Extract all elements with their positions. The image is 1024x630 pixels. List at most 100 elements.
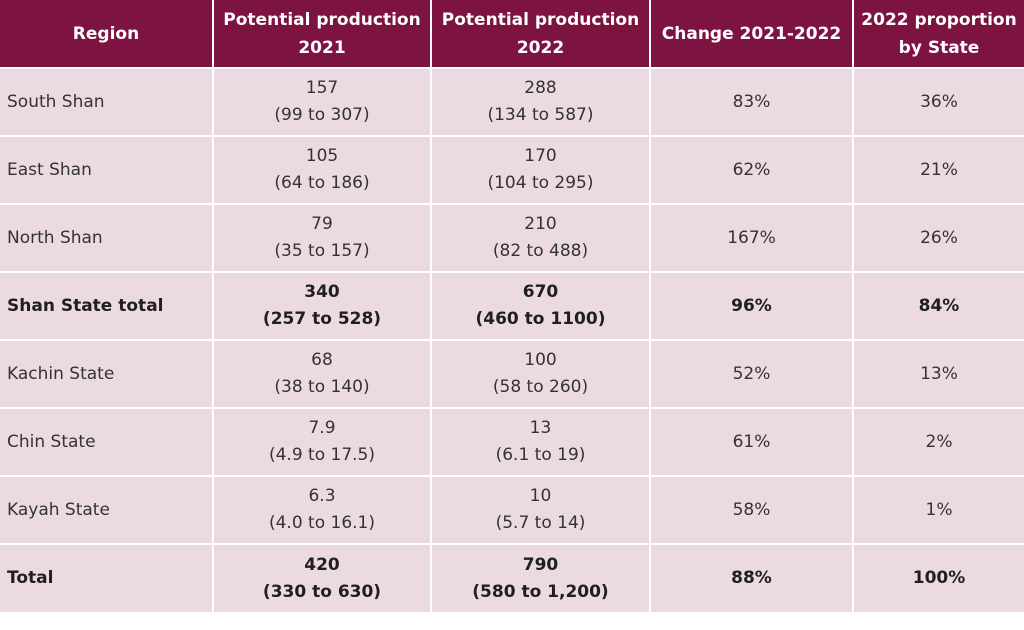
change-cell: 52% xyxy=(650,339,854,408)
production-2022-range: (104 to 295) xyxy=(487,173,594,193)
header-production-2022: Potential production 2022 xyxy=(431,0,651,68)
region-label: Chin State xyxy=(7,431,96,452)
production-2022-value: 10 xyxy=(529,486,552,506)
proportion-value: 84% xyxy=(918,295,960,316)
production-2022-value: 670 xyxy=(522,282,559,302)
production-2021-range: (257 to 528) xyxy=(262,309,382,329)
production-2021-value: 105 xyxy=(305,146,339,166)
table-row: Kachin State 68 (38 to 140) 100 (58 to 260) 5… xyxy=(0,339,1024,408)
production-2022-range: (58 to 260) xyxy=(492,377,589,397)
production-2021-value: 340 xyxy=(304,282,340,302)
production-2022-value: 170 xyxy=(524,146,557,166)
production-2022-cell: 210 (82 to 488) xyxy=(431,203,651,272)
change-value: 58% xyxy=(732,499,771,520)
header-change-label: Change 2021-2022 xyxy=(661,23,842,44)
production-2021-cell: 68 (38 to 140) xyxy=(213,339,432,408)
production-2022-cell: 10 (5.7 to 14) xyxy=(431,475,651,544)
region-label: North Shan xyxy=(7,227,103,248)
table-row: Chin State 7.9 (4.9 to 17.5) 13 (6.1 to 19) 6… xyxy=(0,407,1024,476)
production-2022-cell: 170 (104 to 295) xyxy=(431,135,651,204)
production-2022-range: (134 to 587) xyxy=(487,105,594,125)
production-2022-value: 100 xyxy=(524,350,557,370)
change-value: 83% xyxy=(732,91,771,112)
table-body: South Shan 157 (99 to 307) 288 (134 to 587) 8… xyxy=(0,67,1024,612)
proportion-cell: 1% xyxy=(853,475,1024,544)
change-cell: 61% xyxy=(650,407,854,476)
production-2021-cell: 7.9 (4.9 to 17.5) xyxy=(213,407,432,476)
proportion-value: 100% xyxy=(912,568,966,588)
header-proportion-line1: 2022 proportion xyxy=(861,9,1017,30)
header-production-2021-line2: 2021 xyxy=(298,37,346,58)
region-cell: Kayah State xyxy=(0,475,214,544)
change-value: 52% xyxy=(732,363,771,384)
production-2021-cell: 157 (99 to 307) xyxy=(213,67,432,136)
production-2021-value: 6.3 xyxy=(308,486,336,506)
change-cell: 88% xyxy=(650,543,854,612)
table-row: East Shan 105 (64 to 186) 170 (104 to 295) 62… xyxy=(0,135,1024,204)
table-row: Shan State total 340 (257 to 528) 670 (460 t… xyxy=(0,271,1024,340)
change-value: 167% xyxy=(727,227,776,248)
production-2022-range: (5.7 to 14) xyxy=(495,513,586,533)
region-cell: Total xyxy=(0,543,214,612)
production-2022-range: (82 to 488) xyxy=(492,241,589,261)
change-cell: 83% xyxy=(650,67,854,136)
production-2022-cell: 288 (134 to 587) xyxy=(431,67,651,136)
table-row: Total 420 (330 to 630) 790 (580 to 1,200) 88%… xyxy=(0,543,1024,612)
proportion-cell: 2% xyxy=(853,407,1024,476)
production-2021-value: 79 xyxy=(311,214,333,234)
proportion-value: 21% xyxy=(920,159,958,180)
header-production-2021-line1: Potential production xyxy=(223,9,421,30)
header-production-2021: Potential production 2021 xyxy=(213,0,432,68)
change-value: 88% xyxy=(731,568,772,588)
change-cell: 96% xyxy=(650,271,854,340)
production-2021-range: (4.9 to 17.5) xyxy=(268,445,376,465)
production-2021-value: 157 xyxy=(305,78,339,98)
region-label: Shan State total xyxy=(7,295,164,316)
production-2022-value: 210 xyxy=(524,214,557,234)
production-2021-cell: 420 (330 to 630) xyxy=(213,543,432,612)
proportion-cell: 21% xyxy=(853,135,1024,204)
region-label: Kachin State xyxy=(7,363,115,384)
production-2021-cell: 340 (257 to 528) xyxy=(213,271,432,340)
table-row: North Shan 79 (35 to 157) 210 (82 to 488) 167… xyxy=(0,203,1024,272)
production-2021-cell: 79 (35 to 157) xyxy=(213,203,432,272)
production-2021-cell: 105 (64 to 186) xyxy=(213,135,432,204)
region-cell: East Shan xyxy=(0,135,214,204)
header-production-2022-line1: Potential production xyxy=(441,9,640,30)
production-2022-cell: 670 (460 to 1100) xyxy=(431,271,651,340)
change-value: 96% xyxy=(731,295,772,316)
region-cell: Chin State xyxy=(0,407,214,476)
region-cell: North Shan xyxy=(0,203,214,272)
production-2022-value: 790 xyxy=(522,554,559,575)
table-row: Kayah State 6.3 (4.0 to 16.1) 10 (5.7 to 14)… xyxy=(0,475,1024,544)
proportion-cell: 100% xyxy=(853,543,1024,612)
production-2022-range: (6.1 to 19) xyxy=(495,445,586,465)
change-value: 61% xyxy=(732,431,771,452)
production-2022-cell: 790 (580 to 1,200) xyxy=(431,543,651,612)
header-proportion-line2: by State xyxy=(898,37,980,58)
region-label: Kayah State xyxy=(7,499,110,520)
production-2021-range: (35 to 157) xyxy=(274,241,370,261)
production-2021-cell: 6.3 (4.0 to 16.1) xyxy=(213,475,432,544)
region-label: East Shan xyxy=(7,159,92,180)
production-2022-range: (460 to 1100) xyxy=(475,309,606,329)
change-cell: 58% xyxy=(650,475,854,544)
production-2022-value: 13 xyxy=(529,418,552,438)
change-cell: 62% xyxy=(650,135,854,204)
proportion-value: 1% xyxy=(925,499,953,520)
region-cell: Kachin State xyxy=(0,339,214,408)
proportion-cell: 36% xyxy=(853,67,1024,136)
production-2022-range: (580 to 1,200) xyxy=(472,581,609,602)
production-table: Region Potential production 2021 Potenti… xyxy=(0,0,1024,612)
header-production-2022-line2: 2022 xyxy=(516,37,565,58)
region-label: South Shan xyxy=(7,91,105,112)
production-2021-range: (64 to 186) xyxy=(274,173,370,193)
region-label: Total xyxy=(7,568,54,588)
proportion-cell: 13% xyxy=(853,339,1024,408)
proportion-value: 13% xyxy=(920,363,958,384)
production-2021-value: 7.9 xyxy=(308,418,336,438)
proportion-value: 36% xyxy=(920,91,958,112)
production-2022-cell: 13 (6.1 to 19) xyxy=(431,407,651,476)
proportion-value: 26% xyxy=(920,227,958,248)
production-2021-value: 420 xyxy=(304,554,340,575)
